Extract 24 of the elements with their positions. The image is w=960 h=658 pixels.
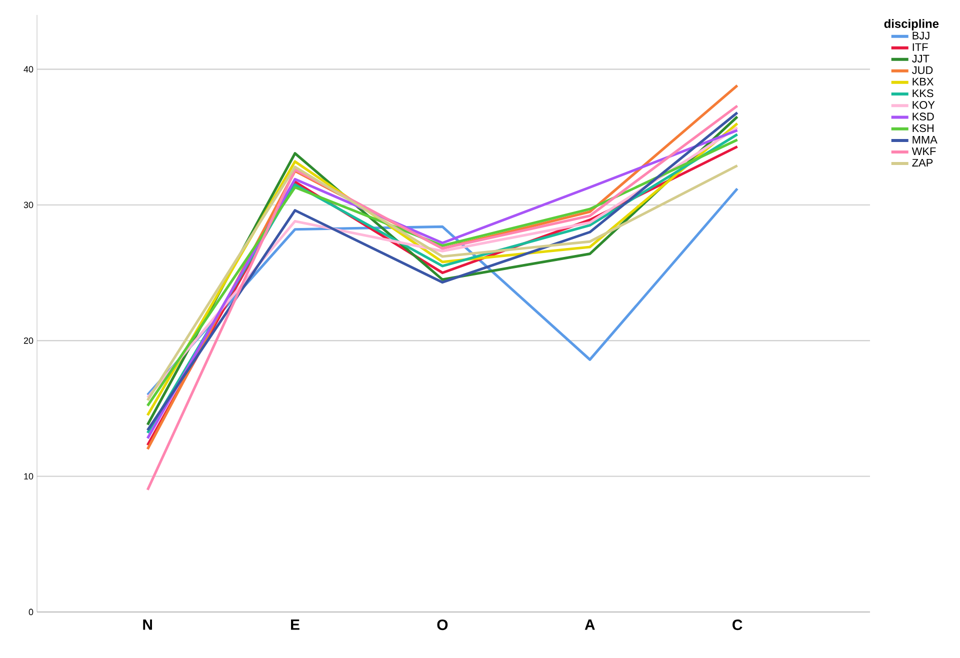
y-tick-label: 30 [24,202,34,208]
x-tick-label: E [291,620,300,630]
legend-label: KOY [912,101,935,109]
x-tick-label: A [584,620,595,630]
x-tick-label: O [437,620,448,630]
legend-label: ITF [912,43,928,51]
legend-label: WKF [912,147,936,155]
legend-label: MMA [912,136,938,144]
legend-label: KSD [912,112,934,120]
x-tick-label: N [143,620,152,630]
legend-label: JJT [912,54,930,63]
legend-label: KBX [912,78,934,86]
legend-label: BJJ [912,32,930,40]
legend-label: JUD [912,66,933,74]
legend-label: KKS [912,89,934,98]
legend-label: KSH [912,124,934,132]
line-series [146,104,739,492]
y-tick-label: 40 [24,66,34,72]
legend-label: ZAP [912,158,933,167]
y-tick-label: 20 [24,337,34,344]
legend-title: discipline [884,19,939,30]
y-tick-label: 0 [28,608,34,616]
x-tick-label: C [732,620,742,630]
y-tick-label: 10 [24,473,34,480]
